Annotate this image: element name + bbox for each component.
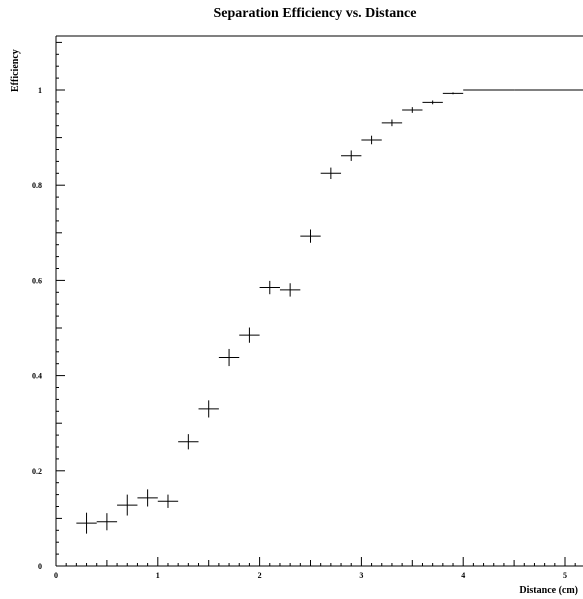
- y-tick-label: 0.4: [32, 372, 42, 381]
- data-point: [402, 107, 423, 113]
- data-points: [76, 89, 583, 534]
- data-point: [218, 348, 240, 367]
- x-axis-label: Distance (cm): [519, 585, 578, 596]
- y-tick-label: 0: [38, 562, 42, 571]
- x-tick-label: 0: [54, 571, 58, 580]
- data-point: [381, 119, 403, 127]
- data-point: [259, 280, 280, 295]
- x-tick-label: 1: [156, 571, 160, 580]
- data-point: [157, 494, 179, 508]
- x-tick-label: 5: [563, 571, 567, 580]
- x-tick-label: 3: [359, 571, 363, 580]
- chart-title: Separation Efficiency vs. Distance: [214, 6, 417, 21]
- data-point: [137, 489, 158, 507]
- y-tick-label: 0.6: [32, 276, 42, 285]
- data-point: [279, 283, 301, 297]
- data-point: [198, 400, 219, 418]
- y-tick-label: 0.8: [32, 181, 42, 190]
- data-point: [239, 327, 260, 343]
- y-tick-label: 0.2: [32, 467, 42, 476]
- data-point: [361, 135, 382, 145]
- data-point: [300, 229, 321, 243]
- data-point: [422, 100, 443, 105]
- x-tick-label: 2: [258, 571, 262, 580]
- data-point: [442, 92, 464, 95]
- data-point: [320, 167, 342, 180]
- data-point: [96, 513, 118, 531]
- data-point: [341, 150, 362, 161]
- plot-axes: 0 1 2 3 4 5 0 0.2 0.4 0.6 0.8 1: [32, 35, 583, 580]
- y-tick-label: 1: [38, 86, 42, 95]
- y-axis-label: Efficiency: [10, 49, 21, 92]
- data-point: [117, 494, 138, 516]
- data-point: [76, 512, 97, 534]
- x-tick-label: 4: [461, 571, 465, 580]
- data-point: [178, 434, 199, 450]
